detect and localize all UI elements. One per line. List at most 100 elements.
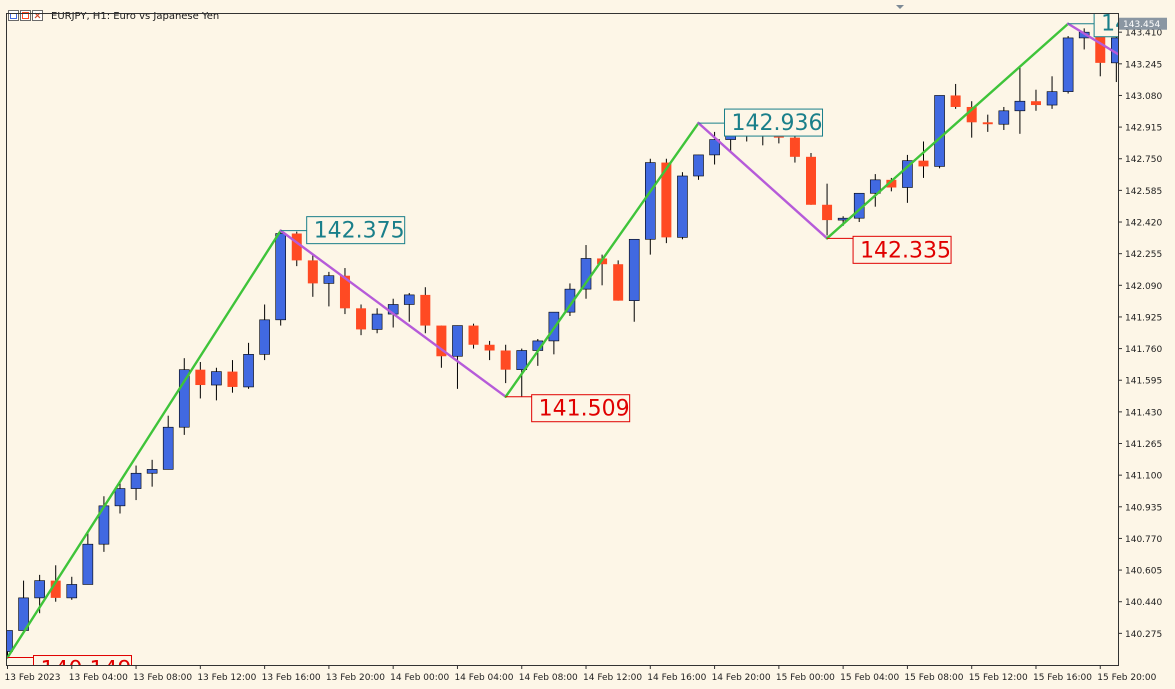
candle-body xyxy=(693,154,704,177)
candle-body xyxy=(869,179,881,194)
x-tick-label: 14 Feb 00:00 xyxy=(390,673,449,683)
candle-body xyxy=(902,160,913,188)
candle xyxy=(98,496,110,552)
candle-body xyxy=(259,319,270,355)
candle xyxy=(613,260,624,301)
x-tick-label: 14 Feb 20:00 xyxy=(712,673,771,683)
candle xyxy=(275,229,286,326)
pivot-low-label: 140.149 xyxy=(7,655,132,683)
pivot-label-box xyxy=(531,394,631,423)
candle xyxy=(178,358,190,435)
candle-body xyxy=(484,344,495,351)
candle-body xyxy=(709,139,720,156)
candle-body xyxy=(275,233,286,321)
pivot-label-text: 141.509 xyxy=(539,397,630,422)
candle-body xyxy=(1127,38,1137,46)
candle-body xyxy=(66,584,78,599)
y-tick-label: 142.750 xyxy=(1125,155,1162,165)
candle xyxy=(693,154,704,180)
candle xyxy=(227,360,238,393)
candle xyxy=(162,415,174,470)
pivot-label-box xyxy=(33,655,132,665)
current-price-tag: 143.454 xyxy=(1119,17,1167,30)
candle-body xyxy=(227,371,238,387)
candle-body xyxy=(323,275,335,284)
x-tick-label: 15 Feb 16:00 xyxy=(1033,673,1092,683)
candle xyxy=(6,630,13,658)
pivot-label-text: 142.335 xyxy=(860,238,951,263)
candle-body xyxy=(356,308,367,330)
pivot-high-label: 14 xyxy=(1068,13,1118,38)
y-tick-label: 141.925 xyxy=(1125,313,1162,323)
candle xyxy=(564,283,576,316)
candle-body xyxy=(307,260,318,284)
candle-body xyxy=(162,426,174,470)
candle xyxy=(1062,36,1074,94)
candle xyxy=(452,325,463,389)
pivot-high-label: 142.936 xyxy=(698,108,824,137)
candle xyxy=(66,576,78,600)
candle xyxy=(661,158,672,244)
x-tick-label: 14 Feb 16:00 xyxy=(647,673,706,683)
pivot-high-label: 142.375 xyxy=(280,216,406,245)
x-tick-label: 13 Feb 2023 xyxy=(5,673,61,683)
candle-body xyxy=(500,350,511,370)
window-maximize-icon[interactable] xyxy=(20,10,31,21)
y-tick-label: 140.770 xyxy=(1125,535,1162,545)
pivot-label-box xyxy=(852,235,952,264)
candle xyxy=(580,245,592,299)
candle-body xyxy=(1062,37,1074,92)
candle-body xyxy=(82,543,94,585)
candle xyxy=(1014,66,1026,134)
y-tick-label: 141.430 xyxy=(1125,408,1162,418)
candle xyxy=(677,172,688,240)
price-scroll-marker-icon xyxy=(896,5,904,9)
candle xyxy=(291,231,302,267)
y-tick-label: 142.255 xyxy=(1125,250,1162,260)
candle-body xyxy=(806,156,816,205)
y-tick-label: 142.420 xyxy=(1125,219,1162,229)
pivot-label-box xyxy=(306,216,406,245)
candle-body xyxy=(982,122,993,125)
zigzag-up-leg xyxy=(504,121,700,398)
candle-body xyxy=(564,288,576,313)
candle xyxy=(468,323,479,349)
chart-title-bar: EURJPY, H1: Euro vs Japanese Yen xyxy=(8,8,219,24)
x-tick-label: 15 Feb 04:00 xyxy=(840,673,899,683)
zigzag-layer xyxy=(6,22,1118,659)
candle xyxy=(195,362,206,399)
pivot-label-text: 142.936 xyxy=(732,111,823,136)
zigzag-up-leg xyxy=(6,229,282,659)
pivot-low-label: 141.509 xyxy=(505,394,631,423)
candle-body xyxy=(371,313,383,330)
x-tick-label: 13 Feb 08:00 xyxy=(133,673,192,683)
candle xyxy=(628,238,640,322)
x-tick-label: 14 Feb 08:00 xyxy=(519,673,578,683)
candle-body xyxy=(998,110,1010,125)
candle-body xyxy=(950,95,961,107)
y-tick-label: 140.440 xyxy=(1125,598,1162,608)
plot-frame xyxy=(6,13,1119,666)
candle xyxy=(1046,76,1058,109)
candle-body xyxy=(1095,32,1106,63)
candle-body xyxy=(420,294,431,326)
candle-body xyxy=(195,369,206,386)
candle xyxy=(403,292,415,322)
pivot-label-text: 140.149 xyxy=(41,658,132,683)
candle xyxy=(82,532,94,585)
candle-body xyxy=(178,369,190,428)
candle xyxy=(1030,89,1041,111)
zigzag-up-leg xyxy=(825,22,1070,240)
candle xyxy=(966,101,977,138)
pivot-label-text: 142.375 xyxy=(314,219,405,244)
current-price-label: 143.454 xyxy=(1123,20,1160,30)
candle-body xyxy=(50,580,61,598)
y-tick-label: 140.935 xyxy=(1125,503,1162,513)
x-tick-label: 13 Feb 20:00 xyxy=(326,673,385,683)
x-tick-label: 15 Feb 08:00 xyxy=(904,673,963,683)
y-tick-label: 142.585 xyxy=(1125,187,1162,197)
x-tick-label: 14 Feb 04:00 xyxy=(454,673,513,683)
candle xyxy=(644,158,656,255)
